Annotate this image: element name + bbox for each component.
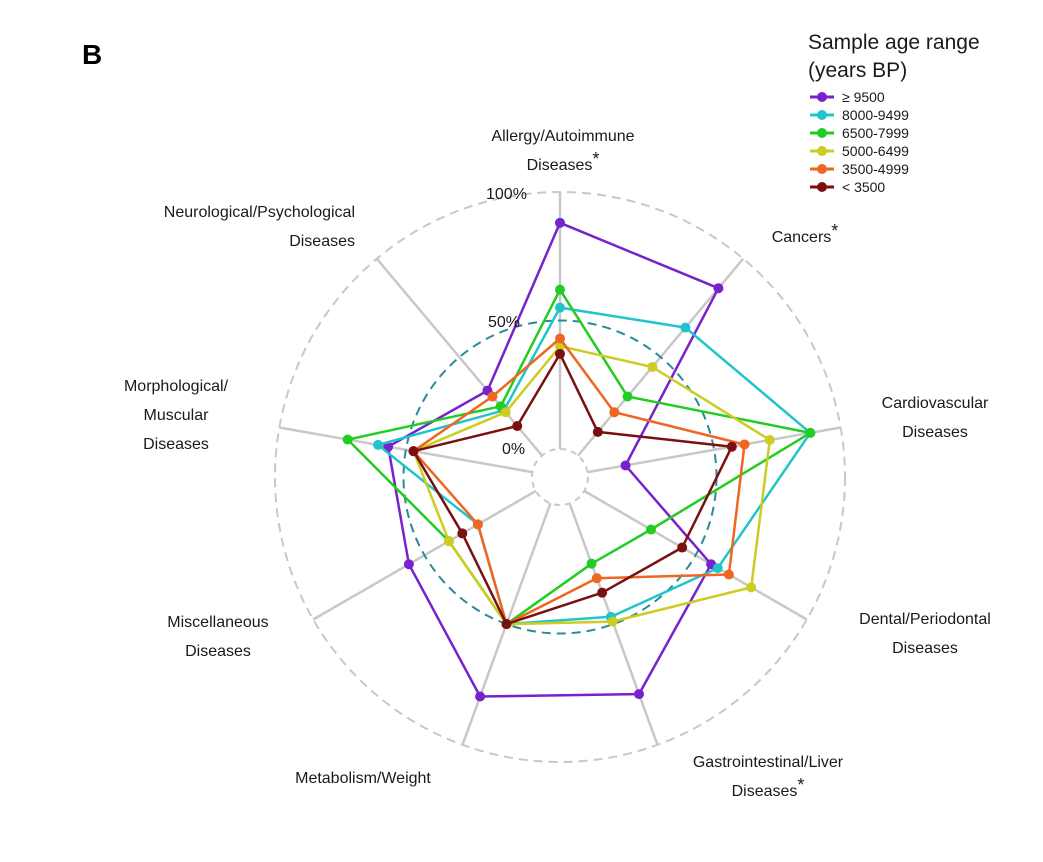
series-3-point-8 [500,407,511,418]
series-1-point-1 [680,322,691,333]
axis-label-0-line1: Allergy/Autoimmune [491,128,634,145]
axis-label-6-line1: Miscellaneous [167,614,268,631]
axis-label-1-line1: Cancers* [772,221,839,246]
legend-item-4: 3500-4999 [810,161,909,177]
legend-item-0: ≥ 9500 [810,89,885,105]
grid-label-100: 100% [486,186,527,203]
series-5-point-8 [512,421,523,432]
legend-item-2: 6500-7999 [810,125,909,141]
legend-item-3: 5000-6499 [810,143,909,159]
series-0-point-0 [555,217,565,228]
series-2-point-7 [342,434,353,445]
axis-label-7-line3: Diseases [143,436,209,453]
panel-label: B [82,39,102,70]
series-1-point-3 [712,563,723,574]
grid-label-0: 0% [502,441,525,458]
series-0-point-2 [620,460,631,471]
axis-label-8-line2: Diseases [289,233,355,250]
series-4-point-3 [723,569,734,580]
series-5-point-6 [457,528,468,539]
legend-swatch-dot-0 [817,92,827,102]
axis-label-3-line1: Dental/Periodontal [859,611,991,628]
series-5-point-1 [592,426,603,437]
series-4-point-8 [487,391,498,402]
series-line-1 [376,306,812,626]
series-4-point-6 [472,519,483,530]
axis-label-3-line2: Diseases [892,640,958,657]
legend: Sample age range (years BP) ≥ 9500 8000-9… [808,31,980,195]
axis-label-4-line2: Diseases* [732,775,805,800]
axis-label-6-line2: Diseases [185,643,251,660]
grid-ring-0 [531,448,589,506]
series-1-point-0 [555,302,565,313]
series-4-point-4 [591,573,602,584]
series-5-point-2 [726,441,737,452]
axis-label-5-line1: Metabolism/Weight [295,770,431,787]
series-2-point-0 [555,284,565,295]
series-line-2 [346,288,812,626]
legend-swatch-dot-1 [817,110,827,120]
legend-swatch-dot-4 [817,164,827,174]
series-2-point-1 [622,391,633,402]
series-3-point-1 [647,361,658,372]
series-2-point-3 [646,524,657,535]
series-0-point-5 [475,691,486,702]
axis-label-2-line2: Diseases [902,424,968,441]
series-3-point-6 [443,536,454,547]
series-0-point-1 [713,283,724,294]
legend-swatch-dot-2 [817,128,827,138]
series-5-point-0 [555,348,565,359]
legend-item-1: 8000-9499 [810,107,909,123]
series-line-4 [412,337,746,626]
axis-label-0-line2: Diseases* [527,149,600,174]
series-3 [408,341,775,630]
radar-grid [274,191,846,763]
series-5 [408,348,737,630]
series-0-point-7 [383,441,394,452]
legend-swatch-dot-5 [817,182,827,192]
series-line-3 [412,344,772,626]
legend-label-5: < 3500 [842,179,885,195]
axis-label-7-line1: Morphological/ [124,378,229,395]
series-5-point-3 [677,542,688,553]
legend-label-4: 3500-4999 [842,161,909,177]
series-3-point-2 [764,435,775,446]
series-0 [383,217,724,702]
axis-label-8-line1: Neurological/Psychological [164,204,355,221]
legend-label-1: 8000-9499 [842,107,909,123]
axis-label-4-line1: Gastrointestinal/Liver [693,754,844,771]
series-5-point-7 [408,446,419,457]
grid-ring-100 [274,191,846,763]
legend-title-line2: (years BP) [808,59,907,82]
legend-label-0: ≥ 9500 [842,89,885,105]
grid-label-50: 50% [488,314,520,331]
series-5-point-5 [501,619,512,630]
series-4-point-1 [609,407,620,418]
legend-swatch-dot-3 [817,146,827,156]
series-3-point-3 [746,582,757,593]
series-layer [342,217,816,702]
series-0-point-4 [634,689,645,700]
series-2 [342,284,816,630]
series-4-point-2 [739,439,750,450]
legend-item-5: < 3500 [810,179,885,195]
series-0-point-6 [403,559,414,570]
series-5-point-4 [597,587,608,598]
series-line-5 [412,352,734,626]
legend-title-line1: Sample age range [808,31,980,54]
series-2-point-2 [805,427,816,438]
series-2-point-4 [586,558,597,569]
series-line-0 [386,221,720,698]
legend-label-3: 5000-6499 [842,143,909,159]
series-4-point-0 [555,333,565,344]
axis-label-2-line1: Cardiovascular [882,395,989,412]
series-3-point-4 [607,616,618,627]
axis-label-7-line2: Muscular [144,407,210,424]
legend-label-2: 6500-7999 [842,125,909,141]
series-1-point-7 [373,439,384,450]
